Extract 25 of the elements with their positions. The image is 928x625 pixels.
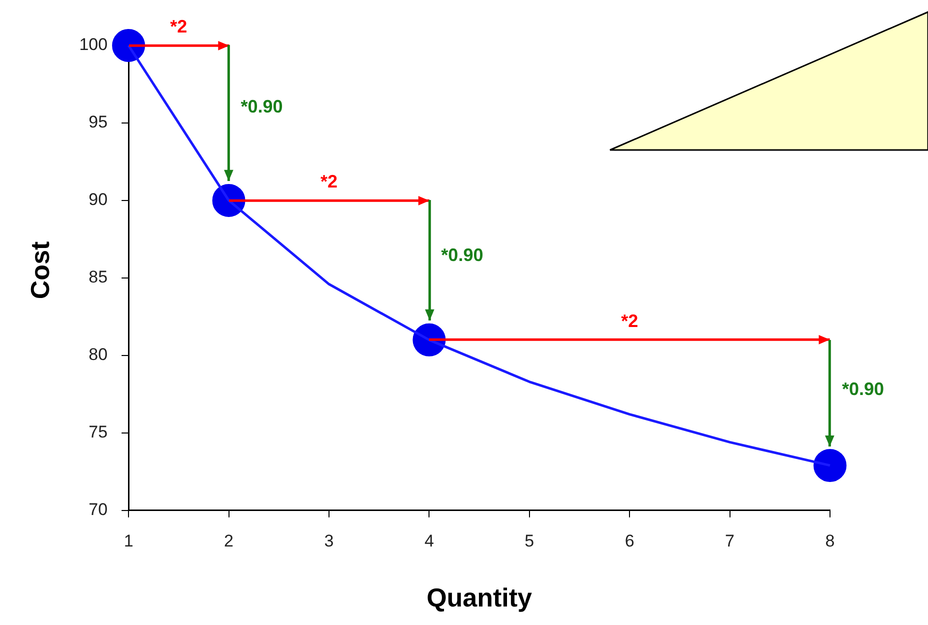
y-tick-label: 75 xyxy=(88,422,108,442)
y-axis-title: Cost xyxy=(24,240,55,300)
x-tick-label: 1 xyxy=(124,531,134,550)
text: *0.90 xyxy=(842,379,884,400)
point xyxy=(814,448,846,482)
x-tick-label: 6 xyxy=(624,531,634,550)
x-axis-title: Quantity xyxy=(426,582,533,613)
x-tick-label: 4 xyxy=(424,531,434,550)
x-tick-label: 7 xyxy=(725,531,735,550)
x-tick-label: 5 xyxy=(524,531,534,550)
y-tick-label: 70 xyxy=(88,500,108,520)
x-tick-label: 3 xyxy=(324,531,334,550)
annotation: *2 xyxy=(320,171,338,192)
y-tick-label: 90 xyxy=(88,190,108,210)
y-tick-label: 95 xyxy=(88,112,108,132)
y-tick-label: 100 xyxy=(79,35,108,54)
annotation: *0.90 xyxy=(240,96,283,116)
annotation: *2 xyxy=(621,310,638,331)
y-tick-label: 80 xyxy=(88,345,108,364)
point xyxy=(112,28,146,62)
annotation: *0.90 xyxy=(441,245,484,266)
x-tick-label: 2 xyxy=(224,531,234,550)
y-tick-label: 85 xyxy=(88,268,108,287)
x-tick-label: 8 xyxy=(825,531,835,550)
annotation: *2 xyxy=(170,16,188,36)
